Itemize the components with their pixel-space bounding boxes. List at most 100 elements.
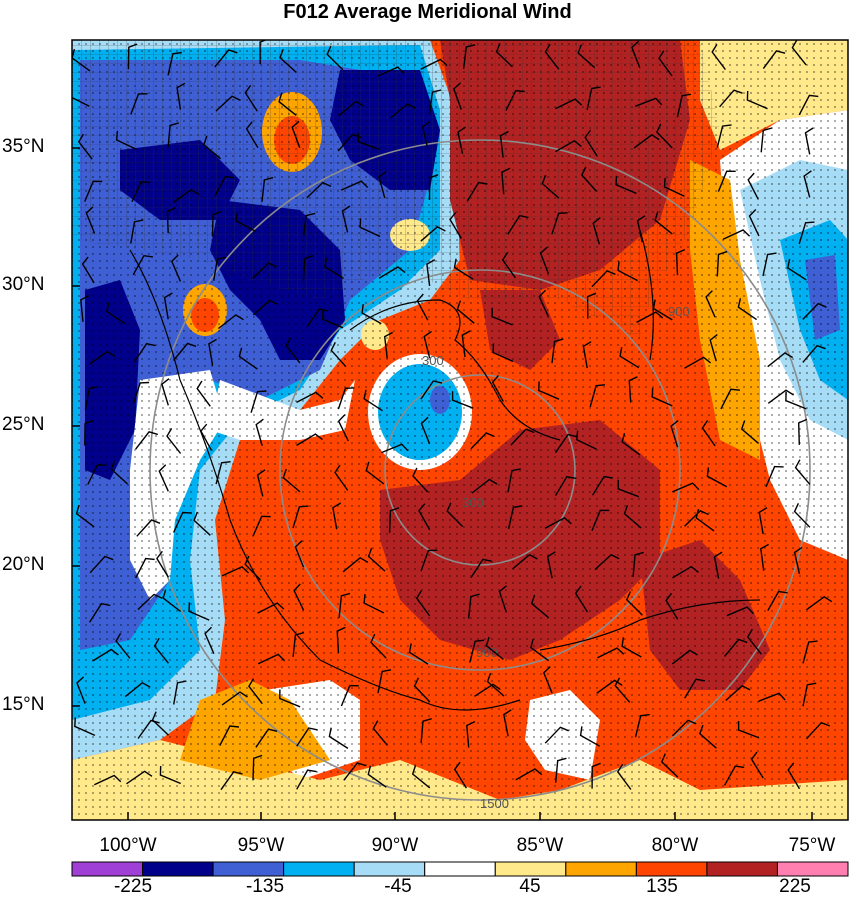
wind-barb: [413, 677, 431, 703]
wind-barb: [544, 517, 572, 529]
wind-barb: [762, 50, 786, 70]
wind-barb: [132, 254, 153, 276]
wind-barb: [621, 433, 641, 456]
wind-barb: [130, 219, 144, 244]
wind-barb: [709, 334, 718, 362]
wind-barb: [461, 330, 471, 358]
wind-barb: [656, 123, 673, 149]
lon-label-85w: 85°W: [516, 835, 564, 856]
lat-label-25n: 25°N: [2, 414, 45, 435]
wind-barb: [596, 679, 623, 694]
wind-barb: [338, 592, 351, 618]
wind-barb: [748, 209, 760, 237]
wind-barb: [555, 757, 567, 783]
wind-barb: [326, 45, 344, 71]
wind-barb: [340, 180, 369, 191]
wind-barb: [760, 543, 769, 571]
wind-barb: [163, 292, 173, 320]
wind-barb: [161, 378, 170, 406]
wind-barb: [428, 174, 439, 201]
wind-barb: [793, 503, 811, 528]
wind-barb: [625, 591, 643, 616]
colorbar-swatch-1: [142, 861, 214, 877]
wind-barb: [88, 350, 116, 365]
wind-barb: [672, 482, 700, 493]
wind-barb: [495, 43, 513, 68]
wind-barb: [296, 433, 323, 447]
wind-barb: [408, 643, 429, 665]
wind-barb: [467, 593, 480, 619]
wind-barb: [554, 433, 577, 454]
wind-barb: [365, 461, 385, 485]
wind-barb: [377, 66, 405, 77]
lat-label-15n: 15°N: [2, 694, 45, 715]
wind-barb: [363, 594, 385, 614]
wind-barb: [453, 761, 467, 789]
wind-barb: [166, 207, 176, 234]
wind-barb: [334, 464, 349, 491]
wind-barb: [546, 551, 556, 579]
wind-barb: [723, 765, 745, 786]
wind-barb: [805, 721, 831, 740]
wind-barb: [217, 314, 244, 330]
wind-barb: [132, 381, 150, 405]
wind-barb: [172, 188, 200, 204]
colorbar-swatch-0: [71, 861, 144, 877]
coastlines: [129, 229, 761, 711]
wind-barb: [87, 463, 107, 485]
wind-barb: [255, 728, 278, 748]
colorbar-label-4: 135: [646, 876, 678, 897]
wind-barb: [803, 170, 812, 198]
wind-barb: [126, 770, 153, 785]
wind-barb: [592, 475, 614, 496]
wind-barb: [623, 505, 642, 529]
wind-barb: [684, 509, 709, 527]
wind-barb: [515, 768, 543, 781]
colorbar-label-0: -225: [113, 876, 153, 897]
wind-barb: [221, 565, 249, 577]
wind-barb: [248, 678, 263, 705]
lon-label-95w: 95°W: [237, 835, 285, 856]
wind-barb: [170, 254, 182, 282]
wind-barb: [77, 133, 93, 160]
wind-barb: [591, 762, 601, 789]
wind-barb: [367, 547, 386, 572]
wind-barb: [124, 681, 151, 698]
wind-barb: [74, 717, 96, 737]
wind-barb: [193, 511, 211, 536]
wind-barb: [794, 459, 811, 485]
wind-barb: [554, 139, 582, 153]
wind-barb: [485, 636, 504, 661]
wind-barb: [296, 391, 324, 404]
wind-barb: [250, 390, 267, 413]
ring-label-300-a: 300: [462, 495, 484, 510]
wind-barb: [423, 330, 432, 359]
wind-barb: [750, 751, 764, 779]
wind-barb: [420, 380, 443, 400]
map-title: F012 Average Meridional Wind: [283, 1, 572, 23]
wind-barb: [726, 606, 754, 617]
lat-label-20n: 20°N: [2, 554, 45, 575]
wind-barb: [695, 509, 715, 532]
map-field: 300 300 900 900 1500: [72, 40, 848, 820]
wind-barb: [719, 89, 743, 108]
axis-ticks: [72, 147, 813, 820]
wind-barb: [670, 420, 679, 448]
wind-barb: [257, 653, 286, 665]
wind-barb: [628, 376, 638, 403]
wind-barb: [614, 677, 631, 703]
wind-barb: [84, 180, 103, 202]
wind-barb: [474, 683, 501, 697]
wind-barb: [214, 175, 235, 197]
wind-barb: [541, 174, 560, 199]
wind-barb: [457, 126, 466, 154]
wind-barb: [158, 464, 169, 492]
wind-barb: [115, 632, 131, 659]
wind-barb: [654, 211, 673, 235]
wind-barb: [363, 389, 383, 412]
wind-barb: [106, 302, 126, 325]
wind-barb: [544, 43, 560, 70]
wind-barb: [75, 504, 95, 528]
wind-barb: [498, 585, 507, 613]
